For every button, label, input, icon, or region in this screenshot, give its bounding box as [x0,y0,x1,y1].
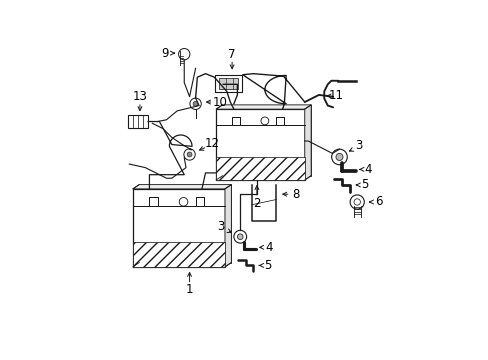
Text: 2: 2 [253,197,260,210]
Text: 12: 12 [204,137,220,150]
Text: 5: 5 [361,179,368,192]
Polygon shape [304,105,310,180]
Circle shape [237,234,243,239]
Bar [215,76,241,93]
Text: 1: 1 [185,283,193,296]
Text: 13: 13 [132,90,147,103]
Circle shape [193,101,198,106]
Bar [276,117,284,125]
Circle shape [183,149,195,160]
Text: 6: 6 [374,195,382,208]
Bar [195,197,203,206]
Circle shape [187,152,192,157]
Text: 11: 11 [328,90,344,103]
Circle shape [349,195,364,209]
Polygon shape [224,185,231,267]
Text: 10: 10 [212,95,226,108]
Circle shape [179,198,187,206]
Circle shape [178,49,189,60]
Circle shape [335,153,343,161]
Text: 9: 9 [162,46,169,60]
Circle shape [331,149,346,165]
Circle shape [233,230,246,243]
Polygon shape [133,185,231,189]
Polygon shape [216,109,304,180]
Bar [149,197,158,206]
Bar [216,157,304,180]
Circle shape [261,117,268,125]
Polygon shape [133,189,224,267]
Text: 4: 4 [265,241,272,254]
Polygon shape [222,105,310,176]
Polygon shape [139,185,231,262]
Text: 4: 4 [364,163,371,176]
Circle shape [353,199,360,205]
Bar [133,242,224,267]
Bar [218,78,238,89]
Polygon shape [216,105,310,109]
Bar [128,115,148,128]
Text: 5: 5 [264,259,271,272]
Text: 3: 3 [355,139,362,152]
Text: 7: 7 [228,48,235,61]
Text: 8: 8 [292,188,299,201]
Bar [232,117,240,125]
Text: 3: 3 [217,220,224,233]
Circle shape [189,98,201,109]
